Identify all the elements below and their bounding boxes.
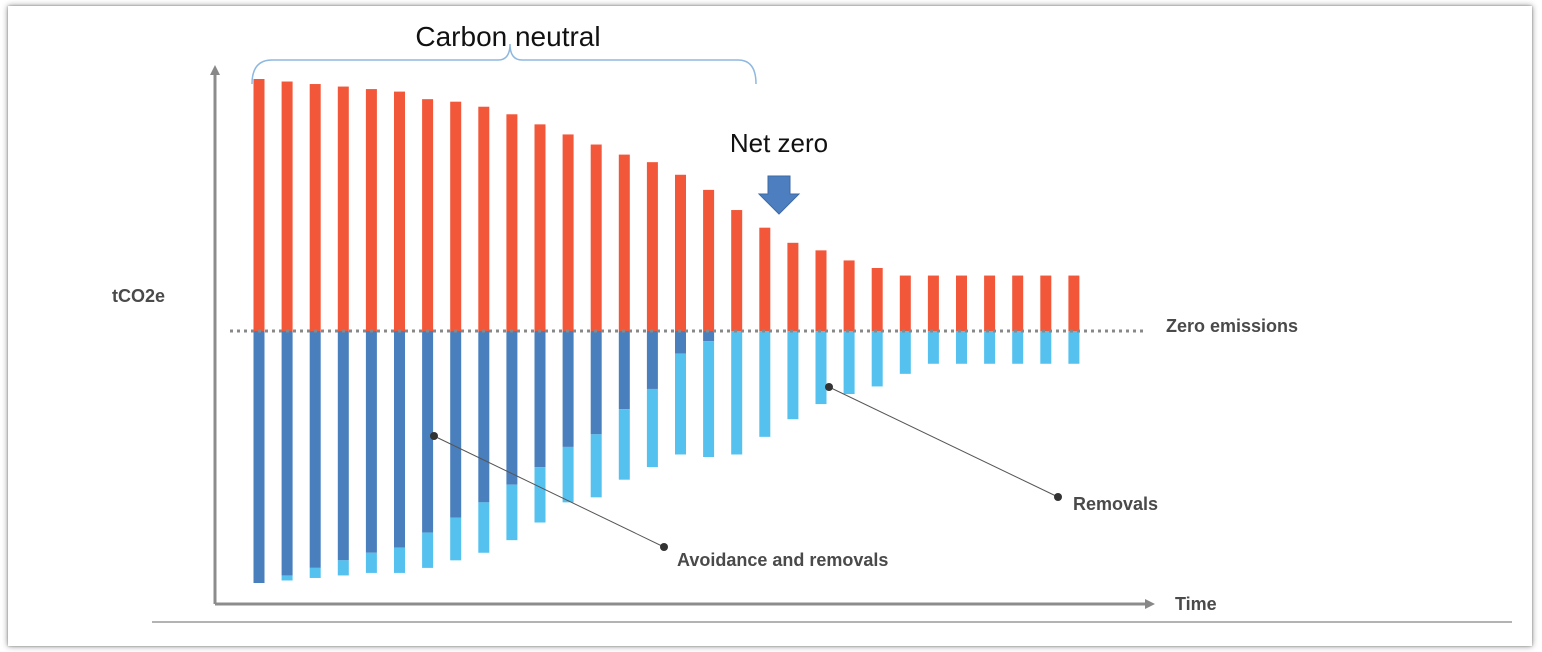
emissions-bar (984, 275, 996, 331)
avoidance-leader-line (433, 435, 665, 548)
emissions-bar (956, 275, 967, 331)
emissions-bar (422, 99, 434, 331)
removals-bar (703, 341, 715, 457)
emissions-bar (815, 250, 827, 331)
avoidance-bar (675, 331, 686, 354)
x-axis-label: Time (1175, 594, 1217, 614)
avoidance-bar (562, 331, 574, 447)
emissions-bar (1040, 275, 1052, 331)
net-zero-label: Net zero (730, 128, 828, 158)
emissions-bar (281, 81, 293, 332)
avoidance-bar (309, 331, 321, 568)
emissions-bar (337, 86, 349, 331)
emissions-bar (927, 275, 939, 331)
carbon-neutral-brace (251, 43, 757, 85)
removals-bar (618, 409, 630, 480)
removals-bar (731, 331, 743, 455)
avoidance-bar (534, 331, 546, 468)
removals-bar (759, 331, 771, 437)
removals-bar (843, 331, 855, 394)
avoidance-bar (478, 331, 490, 503)
emissions-bar (618, 154, 630, 331)
removals-bar (675, 353, 686, 455)
avoidance-bar (450, 331, 462, 518)
emissions-bar (843, 260, 855, 331)
removals-bar (450, 517, 462, 561)
removals-bar (899, 331, 911, 374)
removals-bar (956, 331, 967, 364)
removals-bar (394, 547, 405, 573)
removals-bar (646, 388, 658, 468)
removals-bar (422, 532, 434, 568)
emissions-bar (450, 101, 462, 332)
removals-leader-dot-start (825, 383, 833, 391)
avoidance-bar (506, 331, 518, 485)
removals-bar (1040, 331, 1052, 364)
avoidance-and-removals-label: Avoidance and removals (677, 550, 888, 570)
removals-bar (478, 502, 490, 553)
removals-bar (506, 484, 518, 541)
removals-leader-line (828, 386, 1059, 498)
removals-bar (590, 434, 602, 498)
avoidance-bar (394, 331, 405, 548)
baseline-label: Zero emissions (1166, 316, 1298, 336)
removals-bar (337, 560, 349, 576)
avoidance-bar (253, 331, 265, 583)
removals-bar (281, 575, 293, 581)
avoidance-bar (646, 331, 658, 389)
emissions-bar (590, 144, 602, 331)
emissions-bar (1068, 275, 1080, 331)
removals-bar (787, 331, 799, 420)
removals-bar (309, 567, 321, 578)
avoidance-bar (281, 331, 293, 576)
removals-label: Removals (1073, 494, 1158, 514)
emissions-bar (703, 189, 715, 331)
emissions-bar (1012, 275, 1024, 331)
avoidance-bar (590, 331, 602, 435)
avoidance-bar (422, 331, 434, 533)
emissions-bar (506, 114, 518, 331)
avoidance-bar (703, 331, 715, 342)
removals-bar (815, 331, 827, 405)
carbon-neutral-label: Carbon neutral (415, 21, 600, 52)
avoidance-leader-dot-start (430, 432, 438, 440)
emissions-bar (253, 79, 265, 331)
emissions-bar (562, 134, 574, 331)
removals-leader-dot-end (1054, 493, 1062, 501)
removals-bar (871, 331, 883, 387)
removals-bar (534, 467, 546, 523)
removals-bar (927, 331, 939, 364)
avoidance-bar (337, 331, 349, 561)
emissions-bar (759, 227, 771, 331)
removals-bar (984, 331, 996, 364)
removals-bar (1068, 331, 1080, 364)
emissions-bar (394, 91, 405, 331)
avoidance-bar (365, 331, 377, 553)
net-zero-arrow-icon (757, 175, 801, 215)
emissions-bar (646, 162, 658, 331)
emissions-bar (899, 275, 911, 331)
avoidance-bar (618, 331, 630, 410)
emissions-bar (731, 210, 743, 331)
emissions-bar (478, 106, 490, 331)
emissions-bar (365, 89, 377, 331)
emissions-bar (787, 242, 799, 331)
removals-bar (1012, 331, 1024, 364)
avoidance-leader-dot-end (660, 543, 668, 551)
bars (253, 79, 1080, 583)
removals-bar (365, 552, 377, 573)
emissions-bar (675, 174, 686, 331)
emissions-bar (309, 84, 321, 331)
emissions-bar (534, 124, 546, 331)
y-axis-label: tCO2e (112, 286, 165, 306)
removals-bar (562, 446, 574, 503)
emissions-bar (871, 268, 883, 331)
